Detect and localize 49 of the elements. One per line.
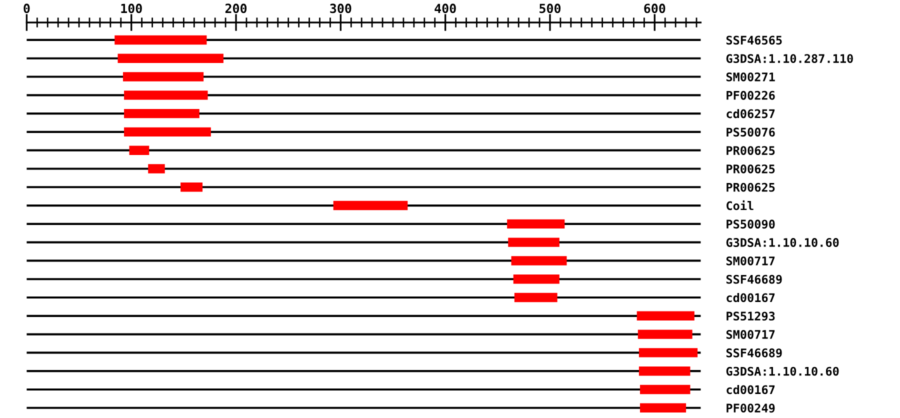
x-tick-label: 200 [225, 4, 247, 14]
x-tick-label: 300 [330, 4, 352, 14]
y-tick-label: PR00625 [726, 146, 775, 156]
bar [508, 238, 560, 247]
y-tick-label: PF00249 [726, 404, 775, 413]
bar [636, 311, 694, 321]
bar [129, 146, 150, 155]
y-tick-label: SM00717 [726, 256, 775, 266]
y-tick-label: cd00167 [726, 293, 775, 302]
y-tick-label: SM00271 [726, 72, 775, 82]
y-tick-label: G3DSA:1.10.10.60 [726, 238, 839, 247]
bar [638, 366, 690, 376]
bar [114, 35, 207, 45]
y-tick-label: SSF46689 [726, 348, 782, 358]
x-tick-label: 500 [540, 4, 561, 14]
y-tick-label: cd06257 [726, 109, 775, 118]
bar [122, 72, 204, 82]
bar [514, 292, 558, 302]
y-tick-label: PS50076 [726, 128, 775, 137]
y-tick-label: PR00625 [726, 164, 775, 174]
x-tick-label: 600 [644, 4, 666, 14]
y-tick-label: cd00167 [726, 385, 775, 394]
x-tick-label: 400 [434, 4, 456, 14]
bar [507, 219, 565, 229]
bar [124, 108, 200, 118]
y-tick-label: PS51293 [726, 312, 775, 321]
bar [640, 403, 686, 412]
bar [638, 330, 692, 339]
y-tick-label: Coil [726, 200, 754, 210]
bar [180, 182, 203, 192]
bar [511, 256, 567, 266]
x-tick-label: 100 [121, 4, 142, 14]
y-tick-label: PS50090 [726, 220, 775, 229]
bar [513, 274, 560, 284]
bar [640, 384, 690, 394]
y-tick-label: SSF46689 [726, 274, 782, 284]
y-tick-label: G3DSA:1.10.287.110 [726, 54, 853, 64]
bar [333, 200, 408, 210]
bar [124, 127, 211, 137]
bar [124, 90, 208, 100]
y-tick-label: PF00226 [726, 90, 775, 100]
bar [148, 164, 165, 174]
bar [118, 54, 224, 63]
y-tick-label: PR00625 [726, 182, 775, 192]
y-tick-label: G3DSA:1.10.10.60 [726, 366, 839, 376]
x-tick-label: 0 [24, 4, 30, 14]
y-tick-label: SSF46565 [726, 36, 782, 45]
bar [638, 348, 698, 358]
y-tick-label: SM00717 [726, 330, 775, 339]
